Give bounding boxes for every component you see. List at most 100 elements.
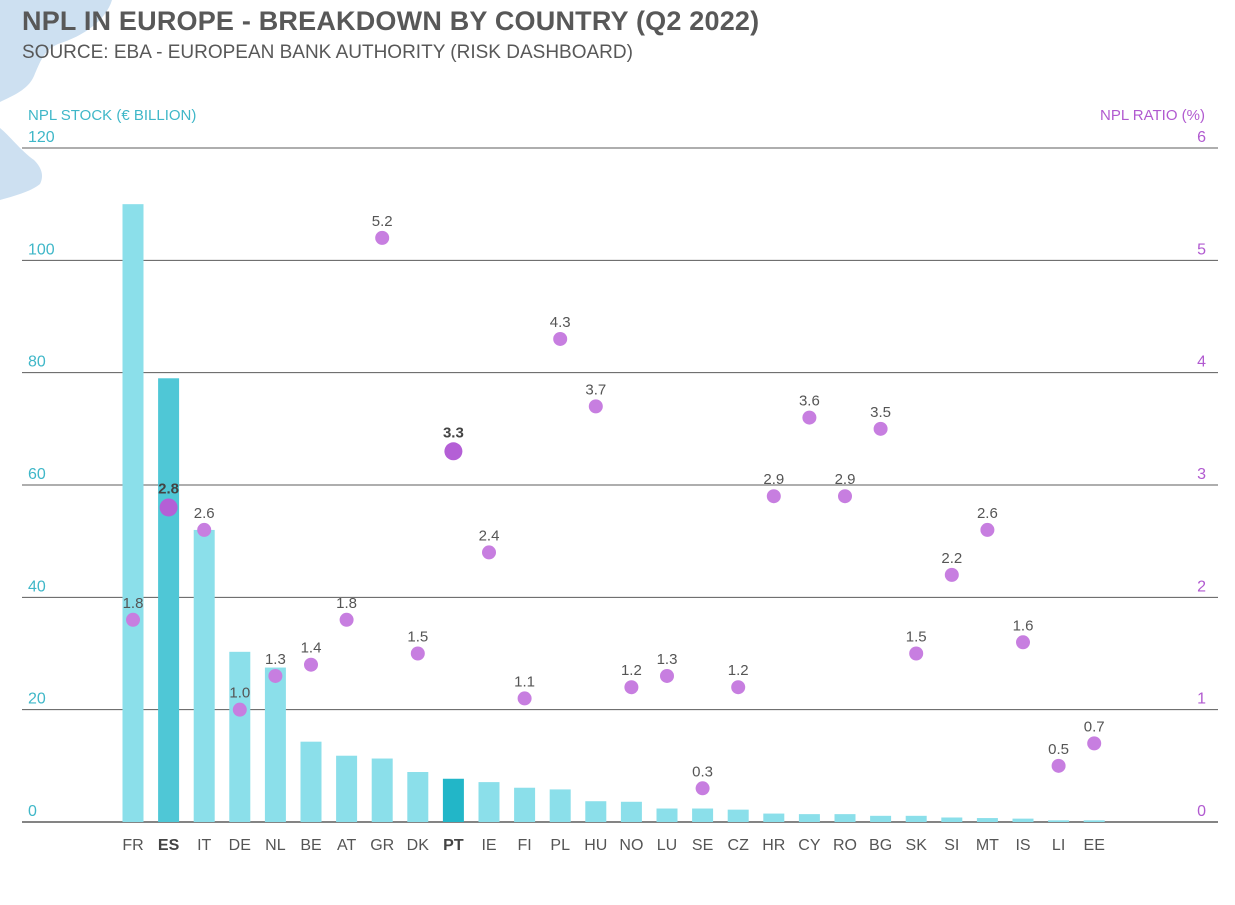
ratio-dot-lu bbox=[660, 668, 674, 683]
category-label: CZ bbox=[728, 837, 750, 854]
ratio-dot-si bbox=[944, 567, 959, 582]
ratio-label: 3.6 bbox=[799, 393, 820, 410]
ratio-label: 2.8 bbox=[158, 480, 179, 497]
ratio-label: 1.6 bbox=[1013, 617, 1034, 634]
ratio-label: 2.9 bbox=[835, 471, 856, 488]
ratio-label: 1.8 bbox=[123, 595, 144, 612]
ratio-label: 0.5 bbox=[1048, 741, 1069, 758]
ratio-dot-ee bbox=[1087, 736, 1102, 751]
left-tick-label: 100 bbox=[28, 241, 55, 258]
category-label: CY bbox=[798, 837, 821, 854]
category-label: IS bbox=[1015, 837, 1030, 854]
category-label: GR bbox=[370, 837, 394, 854]
bar-ie bbox=[478, 782, 500, 822]
ratio-dot-gr bbox=[375, 230, 390, 245]
bar-pt bbox=[442, 778, 464, 822]
category-label: FI bbox=[517, 837, 531, 854]
category-label: ES bbox=[158, 837, 180, 854]
left-tick-label: 120 bbox=[28, 129, 55, 146]
ratio-label: 1.5 bbox=[407, 629, 428, 646]
background-decoration bbox=[0, 0, 112, 200]
ratio-label: 1.3 bbox=[657, 651, 678, 668]
bar-gr bbox=[371, 758, 393, 822]
ratio-label: 1.0 bbox=[229, 685, 250, 702]
category-label: AT bbox=[337, 837, 356, 854]
bar-dk bbox=[407, 772, 429, 822]
bar-layer bbox=[122, 204, 1105, 822]
left-axis-title: NPL STOCK (€ BILLION) bbox=[28, 107, 197, 124]
ratio-label: 2.9 bbox=[763, 471, 784, 488]
bar-ro bbox=[834, 814, 856, 822]
ratio-dot-bg bbox=[873, 421, 888, 436]
ratio-dot-ro bbox=[838, 489, 852, 504]
bar-cy bbox=[798, 814, 820, 822]
ratio-dot-at bbox=[339, 612, 354, 627]
category-label: BE bbox=[300, 837, 321, 854]
bar-nl bbox=[264, 667, 286, 822]
chart-subtitle: SOURCE: EBA - EUROPEAN BANK AUTHORITY (R… bbox=[22, 42, 633, 63]
ratio-label: 2.6 bbox=[194, 505, 215, 522]
ratio-dot-fr bbox=[126, 612, 140, 627]
ratio-label: 3.7 bbox=[585, 381, 606, 398]
category-label: NL bbox=[265, 837, 286, 854]
right-axis-title: NPL RATIO (%) bbox=[1099, 107, 1205, 124]
category-label: EE bbox=[1084, 837, 1105, 854]
bar-be bbox=[300, 741, 322, 822]
category-label: IT bbox=[197, 837, 211, 854]
ratio-label: 1.8 bbox=[336, 595, 357, 612]
ratio-label: 1.4 bbox=[301, 640, 322, 657]
bar-pl bbox=[549, 789, 571, 822]
bar-mt bbox=[976, 818, 998, 822]
ratio-dot-sk bbox=[909, 646, 924, 661]
category-label: BG bbox=[869, 837, 892, 854]
left-tick-label: 40 bbox=[28, 578, 46, 595]
right-tick-label: 0 bbox=[1197, 803, 1206, 820]
bar-sk bbox=[905, 815, 927, 822]
ratio-dot-nl bbox=[268, 668, 283, 683]
right-tick-label: 1 bbox=[1197, 691, 1206, 708]
bar-se bbox=[692, 808, 714, 822]
left-tick-label: 60 bbox=[28, 466, 46, 483]
bar-is bbox=[1012, 818, 1034, 822]
ratio-label: 1.2 bbox=[621, 662, 642, 679]
ratio-dot-no bbox=[624, 680, 639, 695]
category-label: RO bbox=[833, 837, 857, 854]
chart-title: NPL IN EUROPE - BREAKDOWN BY COUNTRY (Q2… bbox=[22, 6, 760, 36]
ratio-label: 0.3 bbox=[692, 763, 713, 780]
bar-es bbox=[158, 378, 180, 822]
category-label: NO bbox=[619, 837, 643, 854]
ratio-dot-dk bbox=[410, 646, 425, 661]
ratio-label: 2.2 bbox=[941, 550, 962, 567]
category-label: MT bbox=[976, 837, 999, 854]
left-tick-label: 20 bbox=[28, 691, 46, 708]
category-label: DE bbox=[229, 837, 251, 854]
ratio-label: 1.1 bbox=[514, 673, 535, 690]
right-tick-label: 5 bbox=[1197, 241, 1206, 258]
ratio-dot-pt bbox=[444, 442, 463, 461]
bar-lu bbox=[656, 808, 678, 822]
ratio-label: 4.3 bbox=[550, 314, 571, 331]
bar-li bbox=[1048, 820, 1070, 822]
ratio-dot-se bbox=[695, 781, 710, 796]
label-layer: 0 20 40 60 80 100 120 0 1 2 3 4 5 6 FR 1.8 ES 2.8 IT 2.6 DE 1… bbox=[28, 129, 1206, 854]
ratio-label: 3.3 bbox=[443, 424, 464, 441]
ratio-dot-cy bbox=[802, 410, 817, 425]
category-label: HR bbox=[762, 837, 785, 854]
category-label: FR bbox=[122, 837, 143, 854]
category-label: SI bbox=[944, 837, 959, 854]
ratio-label: 2.6 bbox=[977, 505, 998, 522]
ratio-label: 5.2 bbox=[372, 213, 393, 230]
category-label: LI bbox=[1052, 837, 1065, 854]
ratio-dot-fi bbox=[517, 691, 532, 706]
right-tick-label: 4 bbox=[1197, 354, 1206, 371]
ratio-label: 0.7 bbox=[1084, 718, 1105, 735]
ratio-dot-cz bbox=[731, 680, 746, 695]
bar-it bbox=[193, 529, 215, 822]
ratio-dot-hu bbox=[588, 399, 603, 414]
ratio-label: 2.4 bbox=[479, 527, 500, 544]
bar-cz bbox=[727, 809, 749, 822]
category-label: PL bbox=[550, 837, 570, 854]
ratio-dot-pl bbox=[553, 331, 568, 346]
category-label: SE bbox=[692, 837, 713, 854]
